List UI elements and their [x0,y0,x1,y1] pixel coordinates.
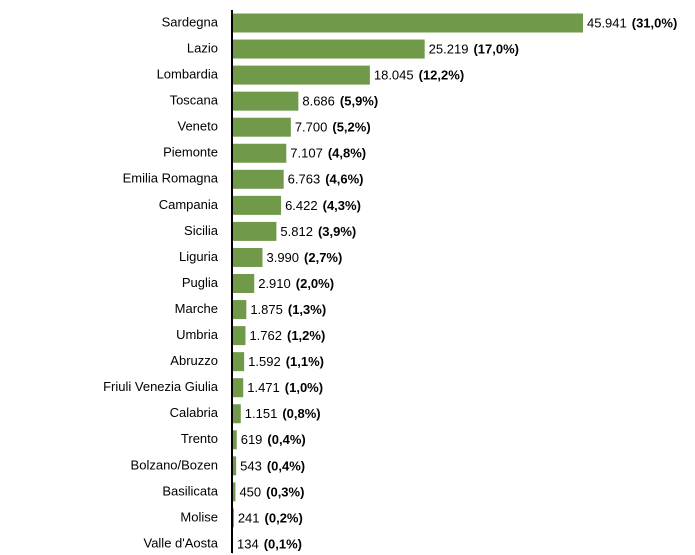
value-label: 18.045 [374,68,414,83]
bar [232,195,282,215]
value-label: 1.151 [245,406,278,421]
category-label: Umbria [176,327,219,342]
value-label: 2.910 [258,276,291,291]
share-label: (0,2%) [265,510,303,525]
share-label: (4,3%) [323,198,361,213]
bar [232,456,237,476]
bar [232,482,236,502]
share-label: (0,4%) [267,458,305,473]
share-label: (1,1%) [286,354,324,369]
bar [232,91,299,111]
share-label: (31,0%) [632,15,678,30]
bar [232,247,263,267]
share-label: (5,2%) [332,120,370,135]
value-label: 1.762 [249,328,282,343]
bar [232,274,255,293]
category-label: Campania [159,197,219,212]
bar [232,143,287,163]
share-label: (2,0%) [296,276,334,291]
value-label: 1.592 [248,354,281,369]
category-label: Veneto [178,119,219,134]
value-label: 543 [240,458,262,473]
category-label: Marche [175,301,218,316]
value-label: 7.700 [295,120,328,135]
share-label: (12,2%) [419,68,465,83]
category-label: Bolzano/Bozen [131,457,218,472]
share-label: (5,9%) [340,94,378,109]
category-label: Piemonte [163,145,218,160]
share-label: (0,1%) [264,536,302,551]
value-label: 25.219 [429,41,469,56]
value-label: 3.990 [266,250,299,265]
value-label: 7.107 [290,146,323,161]
bar [232,378,244,398]
category-label: Toscana [170,93,219,108]
value-label: 6.422 [285,198,318,213]
value-label: 241 [238,510,260,525]
category-label: Calabria [170,405,219,420]
share-label: (3,9%) [318,224,356,239]
value-label: 1.471 [247,380,280,395]
category-label: Emilia Romagna [123,171,219,186]
value-label: 6.763 [288,172,321,187]
bar [232,221,277,241]
value-label: 45.941 [587,15,627,30]
category-label: Abruzzo [170,353,218,368]
category-label: Friuli Venezia Giulia [103,379,219,394]
category-label: Liguria [179,249,219,264]
share-label: (0,3%) [266,484,304,499]
value-label: 8.686 [302,94,335,109]
category-label: Lazio [187,40,218,55]
bar [232,13,583,33]
value-label: 134 [237,536,259,551]
share-label: (17,0%) [473,41,519,56]
category-label: Lombardia [157,67,219,82]
value-label: 1.875 [250,302,283,317]
share-label: (0,8%) [282,406,320,421]
category-label: Sardegna [162,14,219,29]
category-label: Puglia [182,275,219,290]
value-label: 450 [239,484,261,499]
share-label: (0,4%) [267,432,305,447]
category-label: Valle d'Aosta [143,535,218,550]
bar [232,352,245,372]
category-label: Basilicata [162,483,218,498]
category-label: Trento [181,431,218,446]
bar [232,300,247,320]
category-label: Sicilia [184,223,219,238]
bar [232,404,241,424]
bar [232,39,425,59]
share-label: (2,7%) [304,250,342,265]
bar [232,326,246,346]
bar [232,430,237,450]
bar [232,117,291,137]
share-label: (1,2%) [287,328,325,343]
value-label: 5.812 [280,224,313,239]
share-label: (1,3%) [288,302,326,317]
bar [232,65,370,85]
bar [232,169,284,189]
share-label: (4,6%) [325,172,363,187]
category-label: Molise [180,509,218,524]
share-label: (1,0%) [285,380,323,395]
share-label: (4,8%) [328,146,366,161]
value-label: 619 [241,432,263,447]
